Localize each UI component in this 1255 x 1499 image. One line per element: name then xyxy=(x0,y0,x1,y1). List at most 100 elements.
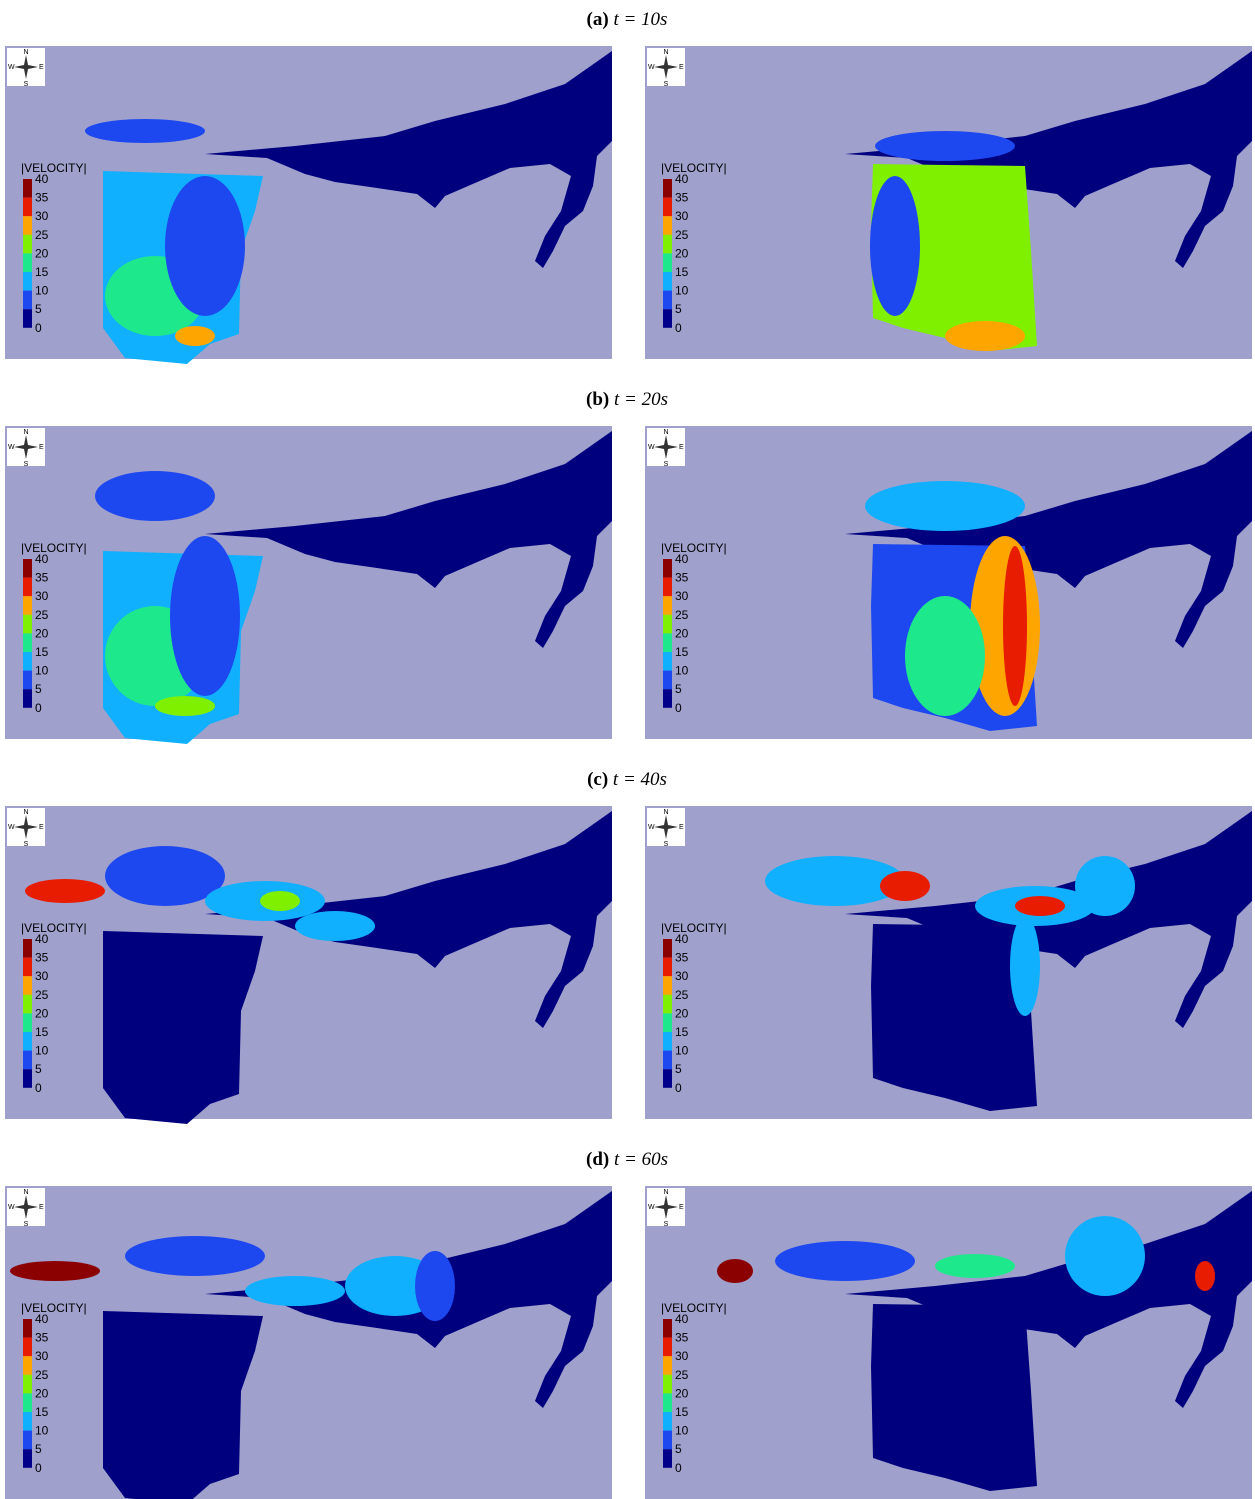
legend-tick: 30 xyxy=(675,209,689,223)
map-panel: NSWE|VELOCITY|4035302520151050 xyxy=(5,1186,612,1499)
legend-tick: 5 xyxy=(35,1062,42,1076)
legend-swatch xyxy=(663,958,672,977)
legend-swatch xyxy=(23,1412,32,1431)
legend-swatch xyxy=(23,1319,32,1338)
legend-tick: 15 xyxy=(675,645,689,659)
legend-tick: 10 xyxy=(675,284,689,298)
velocity-region xyxy=(170,536,240,696)
compass-s: S xyxy=(664,841,669,848)
legend-swatch xyxy=(23,309,32,328)
legend-tick: 40 xyxy=(675,552,689,566)
legend-swatch xyxy=(23,1375,32,1394)
velocity-region xyxy=(25,879,105,903)
legend-tick: 0 xyxy=(675,1081,682,1095)
legend-tick: 20 xyxy=(35,626,49,640)
legend-swatch xyxy=(663,578,672,597)
legend-title: |VELOCITY| xyxy=(21,541,87,555)
legend-tick: 30 xyxy=(35,969,49,983)
legend-swatch xyxy=(663,179,672,198)
legend-swatch xyxy=(23,1449,32,1468)
legend-tick: 40 xyxy=(35,172,49,186)
legend-swatch xyxy=(23,253,32,272)
velocity-region xyxy=(295,911,375,941)
velocity-region xyxy=(10,1261,100,1281)
legend-swatch xyxy=(663,309,672,328)
legend-tick: 5 xyxy=(35,1442,42,1456)
legend-swatch xyxy=(23,1393,32,1412)
legend-tick: 5 xyxy=(675,1062,682,1076)
compass-w: W xyxy=(648,1204,655,1211)
legend-swatch xyxy=(23,689,32,708)
legend-tick: 5 xyxy=(675,302,682,316)
legend-swatch xyxy=(663,1375,672,1394)
legend-tick: 40 xyxy=(675,932,689,946)
legend-swatch xyxy=(23,179,32,198)
legend-tick: 35 xyxy=(675,951,689,965)
legend-tick: 35 xyxy=(35,191,49,205)
basin xyxy=(103,1311,263,1499)
legend-title: |VELOCITY| xyxy=(661,921,727,935)
legend-swatch xyxy=(23,633,32,652)
legend-tick: 15 xyxy=(35,1025,49,1039)
legend-swatch xyxy=(23,1338,32,1357)
compass-e: E xyxy=(679,444,684,451)
velocity-region xyxy=(245,1276,345,1306)
sea xyxy=(5,46,612,359)
compass-e: E xyxy=(39,824,44,831)
legend-tick: 15 xyxy=(675,1405,689,1419)
compass-e: E xyxy=(39,444,44,451)
velocity-region xyxy=(717,1259,753,1283)
legend-swatch xyxy=(663,198,672,217)
compass-n: N xyxy=(663,49,668,56)
legend-tick: 5 xyxy=(35,302,42,316)
compass-n: N xyxy=(23,1189,28,1196)
caption-time: t = 40s xyxy=(613,769,667,790)
velocity-region xyxy=(155,696,215,716)
legend-tick: 15 xyxy=(675,1025,689,1039)
legend-tick: 30 xyxy=(675,969,689,983)
legend-swatch xyxy=(23,559,32,578)
compass-s: S xyxy=(664,461,669,468)
legend-swatch xyxy=(663,291,672,310)
compass-w: W xyxy=(8,444,15,451)
compass-s: S xyxy=(24,841,29,848)
legend-tick: 5 xyxy=(675,1442,682,1456)
legend-tick: 35 xyxy=(35,951,49,965)
velocity-region xyxy=(1195,1261,1215,1291)
velocity-region xyxy=(165,176,245,316)
legend-tick: 40 xyxy=(35,1312,49,1326)
map-panel: NSWE|VELOCITY|4035302520151050 xyxy=(645,1186,1252,1499)
legend-swatch xyxy=(663,1412,672,1431)
velocity-region xyxy=(95,471,215,521)
velocity-region xyxy=(1010,916,1040,1016)
legend-swatch xyxy=(663,1356,672,1375)
legend-swatch xyxy=(663,995,672,1014)
legend-title: |VELOCITY| xyxy=(21,161,87,175)
legend-tick: 10 xyxy=(675,1424,689,1438)
legend-tick: 20 xyxy=(675,246,689,260)
legend-swatch xyxy=(23,1013,32,1032)
velocity-region xyxy=(905,596,985,716)
velocity-region xyxy=(125,1236,265,1276)
legend-swatch xyxy=(663,1393,672,1412)
legend-swatch xyxy=(663,216,672,235)
legend-tick: 25 xyxy=(675,988,689,1002)
legend-swatch xyxy=(663,1013,672,1032)
compass-e: E xyxy=(39,1204,44,1211)
legend-tick: 25 xyxy=(35,608,49,622)
compass-n: N xyxy=(23,429,28,436)
velocity-region xyxy=(1075,856,1135,916)
caption-label: (a) xyxy=(587,9,609,30)
legend-tick: 35 xyxy=(675,571,689,585)
legend-tick: 35 xyxy=(35,1331,49,1345)
legend-tick: 10 xyxy=(35,284,49,298)
legend-swatch xyxy=(23,1032,32,1051)
legend-tick: 0 xyxy=(675,1461,682,1475)
legend-tick: 25 xyxy=(675,228,689,242)
legend-swatch xyxy=(663,1069,672,1088)
velocity-region xyxy=(945,321,1025,351)
legend-swatch xyxy=(23,671,32,690)
legend-swatch xyxy=(23,596,32,615)
caption: (b) t = 20s xyxy=(586,389,668,410)
